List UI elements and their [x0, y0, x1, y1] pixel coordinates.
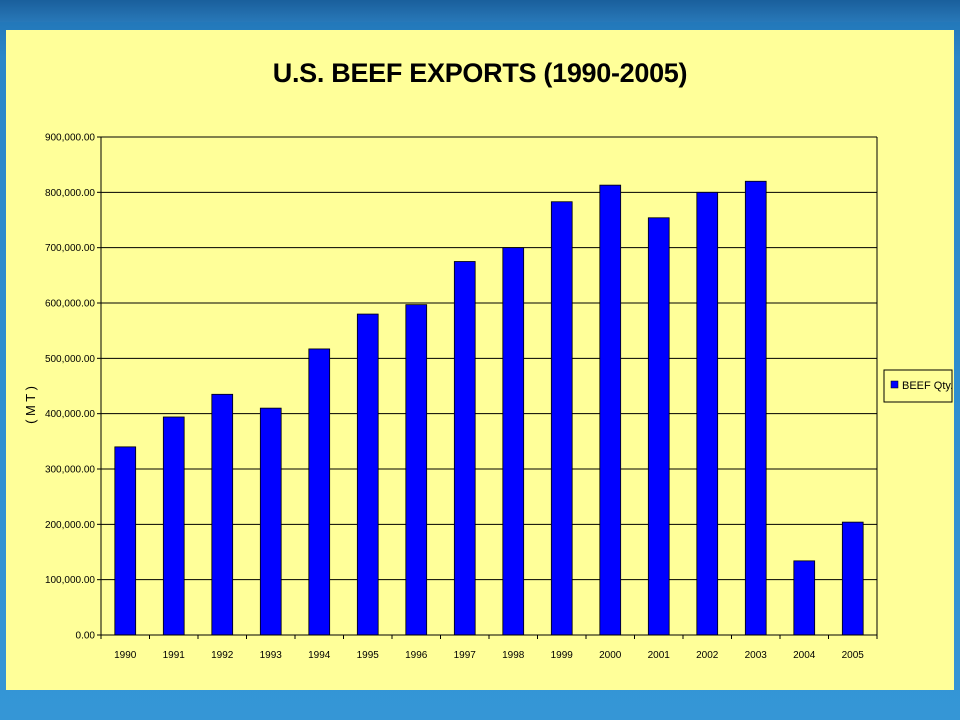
bar-2000: [599, 184, 622, 636]
y-tick-label: 200,000.00: [45, 520, 95, 531]
bar-1992: [211, 393, 234, 636]
y-axis-title: ( M T ): [23, 386, 38, 424]
x-tick-label: 1992: [211, 650, 234, 661]
x-tick-label: 1994: [308, 650, 331, 661]
x-tick-label: 2004: [793, 650, 816, 661]
bar-1994: [308, 348, 331, 636]
bar-1997: [453, 261, 476, 636]
x-tick-label: 1999: [551, 650, 574, 661]
y-tick-label: 300,000.00: [45, 465, 95, 476]
bar-2002: [696, 191, 719, 636]
legend-swatch: [890, 380, 899, 389]
bar-1999: [550, 201, 573, 636]
x-tick-label: 2001: [648, 650, 671, 661]
x-tick-label: 2002: [696, 650, 719, 661]
x-tick-label: 1997: [454, 650, 477, 661]
bar-1996: [405, 304, 428, 636]
slide-top-band: [0, 0, 960, 22]
x-tick-label: 2005: [842, 650, 865, 661]
x-tick-label: 1996: [405, 650, 428, 661]
y-tick-label: 0.00: [76, 631, 96, 642]
bars: [114, 180, 864, 636]
y-tick-label: 700,000.00: [45, 243, 95, 254]
bar-1991: [162, 416, 185, 636]
x-tick-label: 1993: [260, 650, 283, 661]
bar-2004: [793, 560, 816, 636]
bar-1990: [114, 446, 137, 636]
y-tick-label: 600,000.00: [45, 299, 95, 310]
x-tick-labels: 1990 1991 1992 1993 1994 1995 1996 1997 1998 1999…: [114, 650, 864, 661]
bar-chart: 0.00 100,000.00 200,000.00 300,000.00 400,00…: [23, 133, 953, 662]
bar-1995: [356, 313, 379, 636]
legend-label: BEEF Qty.: [902, 380, 953, 392]
bar-1993: [259, 407, 282, 636]
x-tick-label: 1995: [357, 650, 380, 661]
legend: BEEF Qty.: [883, 369, 953, 403]
chart-title: U.S. BEEF EXPORTS (1990-2005): [272, 58, 688, 88]
axes: [97, 136, 878, 639]
y-tick-label: 400,000.00: [45, 409, 95, 420]
bar-2001: [647, 217, 670, 636]
y-tick-label: 800,000.00: [45, 188, 95, 199]
x-tick-label: 1990: [114, 650, 137, 661]
bar-1998: [502, 247, 525, 636]
bar-2003: [744, 180, 767, 636]
y-tick-labels: 0.00 100,000.00 200,000.00 300,000.00 400,00…: [45, 133, 95, 642]
x-tick-label: 1991: [163, 650, 186, 661]
x-tick-label: 2003: [745, 650, 768, 661]
x-tick-label: 2000: [599, 650, 622, 661]
y-tick-label: 900,000.00: [45, 133, 95, 144]
bar-2005: [841, 521, 864, 636]
y-tick-label: 500,000.00: [45, 354, 95, 365]
y-tick-label: 100,000.00: [45, 575, 95, 586]
x-tick-label: 1998: [502, 650, 525, 661]
chart-area: U.S. BEEF EXPORTS (1990-2005) 0.00 100,00…: [6, 30, 954, 690]
